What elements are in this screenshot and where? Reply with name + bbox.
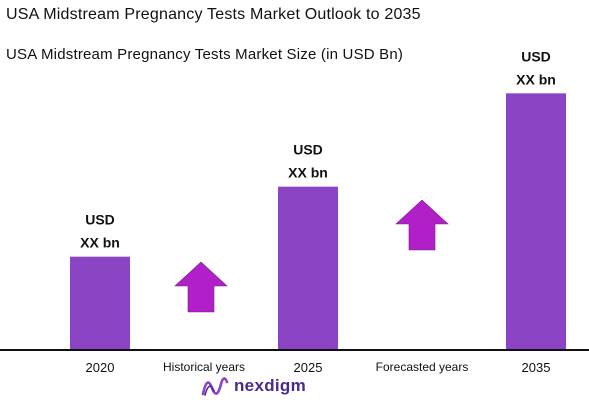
trend-up-arrow-icon-2 (395, 199, 449, 251)
x-tick-label-2020: 2020 (86, 360, 115, 375)
chart-subtitle: USA Midstream Pregnancy Tests Market Siz… (6, 46, 404, 63)
brand-logo: nexdigm (200, 372, 306, 400)
bar-2035 (506, 93, 566, 350)
data-label-2035-line-1: USD (521, 48, 551, 64)
trend-up-arrow-icon-1 (174, 261, 228, 313)
chart-title: USA Midstream Pregnancy Tests Market Out… (6, 6, 421, 23)
data-label-2025-line-2: XX bn (288, 165, 328, 181)
nexdigm-logo-icon (201, 377, 229, 396)
data-label-2025-line-1: USD (293, 142, 323, 158)
bar-2020 (70, 256, 130, 350)
period-label-2: Forecasted years (376, 360, 469, 374)
bar-2025 (278, 186, 338, 350)
data-label-2020-line-1: USD (85, 212, 115, 228)
data-label-2020-line-2: XX bn (80, 235, 120, 251)
data-label-2035-line-2: XX bn (516, 71, 556, 87)
logo-text: nexdigm (234, 376, 307, 395)
x-tick-label-2035: 2035 (522, 360, 551, 375)
period-label-1: Historical years (163, 360, 245, 374)
x-tick-label-2025: 2025 (294, 360, 323, 375)
